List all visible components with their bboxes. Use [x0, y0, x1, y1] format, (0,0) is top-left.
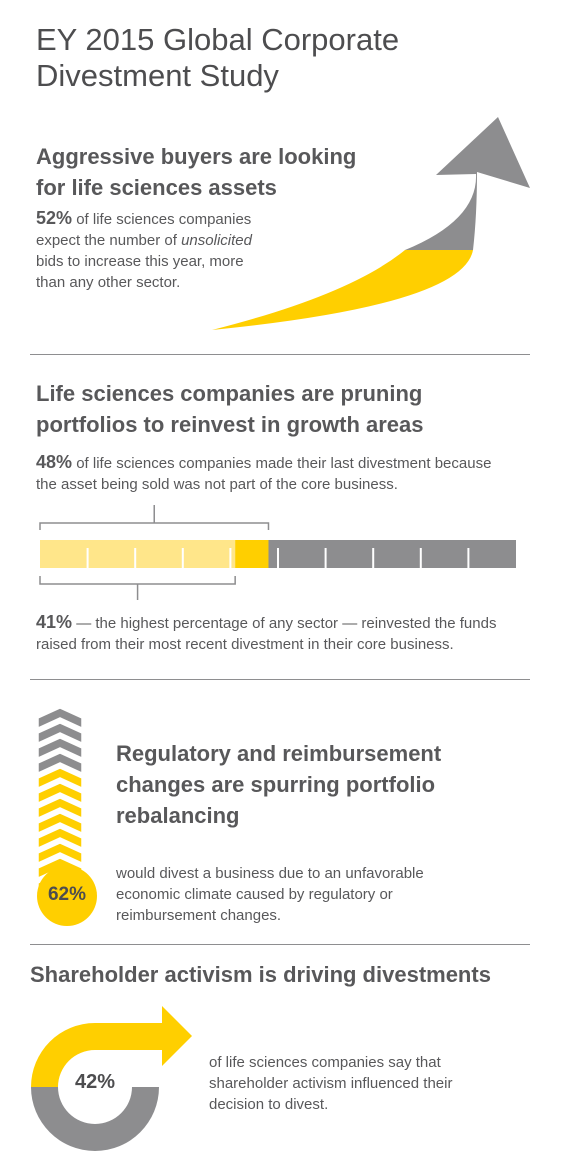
section3-heading: Regulatory and reimbursement changes are…	[116, 738, 516, 831]
section1-text: 52% of life sciences companies expect th…	[36, 208, 336, 293]
page-title: EY 2015 Global Corporate Divestment Stud…	[36, 22, 506, 94]
section2-heading-line1: Life sciences companies are pruning	[36, 381, 423, 406]
chevron-segment	[37, 842, 83, 865]
section3-text-c: reimbursement changes.	[116, 907, 282, 924]
chevron-segment	[37, 767, 83, 790]
chevron-segment	[37, 722, 83, 745]
bracket-48	[39, 505, 270, 530]
section3-heading-line3: rebalancing	[116, 803, 240, 828]
section4-text-b: shareholder activism influenced their	[209, 1075, 453, 1092]
percent-circle	[37, 866, 97, 926]
section3-text-a: would divest a business due to an unfavo…	[116, 865, 424, 882]
segmented-bar-chart	[39, 505, 516, 600]
chevron-segment	[37, 827, 83, 850]
section2-text2-a: — the highest percentage of any sector —…	[72, 615, 497, 632]
section1-text-b: expect the number of	[36, 232, 182, 249]
bar-segment-48	[235, 540, 269, 568]
rising-arrow-icon	[212, 117, 530, 330]
section2-text1-a: of life sciences companies made their la…	[72, 455, 492, 472]
section4-text-a: of life sciences companies say that	[209, 1054, 441, 1071]
section2-heading-line2: portfolios to reinvest in growth areas	[36, 412, 424, 437]
page-title-line2: Divestment Study	[36, 58, 279, 93]
section4-percent: 42%	[74, 1071, 116, 1093]
section1-text-em: unsolicited	[181, 232, 252, 249]
section1-text-a: of life sciences companies	[72, 211, 252, 228]
section1-heading: Aggressive buyers are looking for life s…	[36, 141, 416, 203]
section4-heading: Shareholder activism is driving divestme…	[30, 962, 491, 987]
section3-text: would divest a business due to an unfavo…	[116, 863, 516, 926]
section2-text2: 41% — the highest percentage of any sect…	[36, 612, 546, 655]
circular-arrow-icon	[31, 1006, 192, 1151]
section2-text1-b: the asset being sold was not part of the…	[36, 476, 398, 493]
section4-text-c: decision to divest.	[209, 1096, 329, 1113]
chevron-segment	[37, 707, 83, 730]
bar-segment-rest	[268, 540, 516, 568]
chevron-segment	[37, 737, 83, 760]
divider	[30, 944, 530, 945]
bracket-41	[39, 576, 236, 600]
section2-percent2: 41%	[36, 612, 73, 632]
section3-heading-line1: Regulatory and reimbursement	[116, 741, 442, 766]
section2-heading: Life sciences companies are pruning port…	[36, 378, 536, 440]
chevron-segment	[37, 782, 83, 805]
section3-heading-line2: changes are spurring portfolio	[116, 772, 436, 797]
divider	[30, 354, 530, 355]
chevron-segment	[37, 797, 83, 820]
chevron-segment	[37, 752, 83, 775]
section1-text-d: than any other sector.	[36, 274, 181, 291]
section2-text1: 48% of life sciences companies made thei…	[36, 452, 546, 495]
section3-percent: 62%	[47, 884, 87, 905]
section1-heading-line2: for life sciences assets	[36, 175, 277, 200]
section1-text-c: bids to increase this year, more	[36, 253, 244, 270]
section1-heading-line1: Aggressive buyers are looking	[36, 144, 357, 169]
section2-percent1: 48%	[36, 452, 73, 472]
chevron-segment	[37, 812, 83, 835]
section4-text: of life sciences companies say that shar…	[209, 1052, 539, 1115]
divider	[30, 679, 530, 680]
bar-segment-41	[40, 540, 236, 568]
section2-text2-b: raised from their most recent divestment…	[36, 636, 454, 653]
section3-text-b: economic climate caused by regulatory or	[116, 886, 393, 903]
section1-percent: 52%	[36, 208, 73, 228]
page-title-line1: EY 2015 Global Corporate	[36, 22, 400, 57]
